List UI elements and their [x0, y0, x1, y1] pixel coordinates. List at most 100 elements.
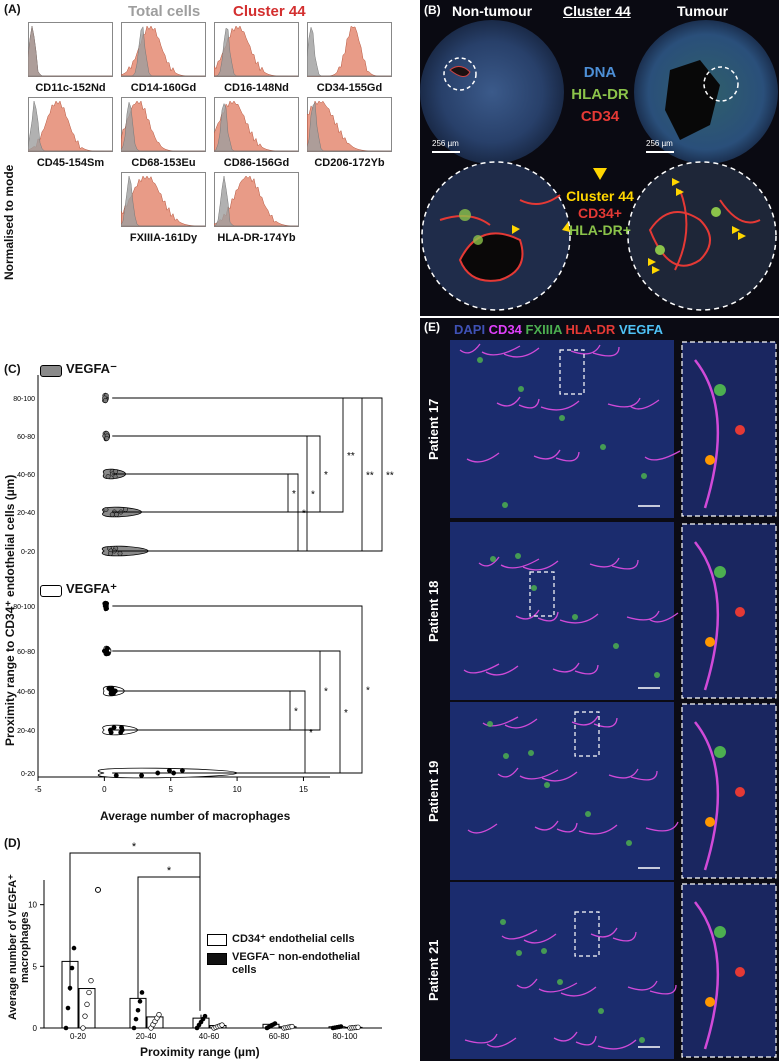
channel-label: DAPI — [454, 322, 489, 337]
y-tick-label: 80-100 — [13, 396, 35, 403]
data-point — [167, 768, 171, 772]
histogram-frame — [29, 23, 113, 77]
fxiiia-cell — [559, 415, 565, 421]
x-tick-label: 40-60 — [199, 1032, 220, 1041]
overview-image — [450, 340, 674, 518]
zoom-inset — [682, 884, 776, 1057]
y-tick-label: 60-80 — [17, 434, 35, 441]
fxiiia-cell — [502, 502, 508, 508]
data-point — [106, 651, 110, 655]
scalebar-left-label: 256 µm — [432, 139, 459, 148]
x-tick-label: 60-80 — [269, 1032, 290, 1041]
data-point — [140, 990, 145, 995]
histogram-cd16-148nd — [214, 22, 299, 80]
histogram-label: HLA-DR-174Yb — [206, 232, 307, 244]
patient-row: Patient 19 — [420, 702, 779, 880]
sig-neg-6-label: * — [311, 490, 315, 501]
data-point — [119, 730, 123, 734]
channel-label: CD34 — [489, 322, 526, 337]
zoom-inset — [682, 342, 776, 516]
inset-cell — [735, 787, 745, 797]
sig-neg-7-label: ** — [386, 471, 394, 482]
patient-image — [420, 522, 779, 700]
y-tick-label: 60-80 — [17, 649, 35, 656]
y-tick-label: 0 — [33, 1024, 38, 1033]
histogram-cd86-156gd — [214, 97, 299, 155]
overview-image — [450, 882, 674, 1059]
fxiiia-cell — [531, 585, 537, 591]
fxiiia-cell — [600, 444, 606, 450]
data-point — [89, 978, 94, 983]
patient-image — [420, 340, 779, 518]
y-tick-label: 0-20 — [21, 549, 35, 556]
data-point — [136, 1008, 141, 1013]
x-tick-label: 15 — [299, 785, 308, 794]
data-point — [103, 398, 107, 402]
channel-legend: DNA HLA-DR CD34 — [565, 62, 635, 128]
histogram-label: FXIIIA-161Dy — [113, 232, 214, 244]
fxiiia-cell — [515, 553, 521, 559]
fxiiia-cell — [654, 672, 660, 678]
patient-row: Patient 21 — [420, 882, 779, 1059]
x-tick-label: 0-20 — [70, 1032, 87, 1041]
x-tick-label: 20-40 — [136, 1032, 157, 1041]
data-point — [104, 507, 108, 511]
patient-label: Patient 21 — [426, 882, 441, 1059]
inset-cell — [714, 926, 726, 938]
sig-neg-4-label: ** — [347, 451, 355, 462]
data-point — [81, 1026, 86, 1031]
patient-label: Patient 19 — [426, 702, 441, 880]
sig-pos-4-label: * — [344, 708, 348, 719]
fxiiia-cell — [557, 979, 563, 985]
histogram-plot — [214, 172, 299, 230]
inset-cell — [735, 967, 745, 977]
y-tick-label: 20-40 — [17, 510, 35, 517]
panel-e: (E) DAPI CD34 FXIIIA HLA-DR VEGFA Patien… — [420, 318, 779, 1061]
histogram-label: CD16-148Nd — [206, 82, 307, 94]
data-point — [105, 436, 109, 440]
sig-neg-5-label: ** — [366, 471, 374, 482]
data-point — [114, 773, 118, 777]
bar-vegfa-neg — [79, 989, 95, 1028]
data-point — [108, 551, 112, 555]
histogram-cd34-155gd — [307, 22, 392, 80]
data-point — [339, 1024, 344, 1029]
inset-cell — [714, 566, 726, 578]
data-point — [64, 1026, 69, 1031]
fxiiia-cell — [613, 643, 619, 649]
sig-pos-3 — [112, 651, 320, 730]
y-tick-label: 40-60 — [17, 689, 35, 696]
sig-pos-2 — [112, 691, 305, 773]
data-point — [102, 649, 106, 653]
fxiiia-cell — [585, 811, 591, 817]
patient-row: Patient 17 — [420, 340, 779, 518]
data-point — [114, 512, 118, 516]
y-tick-label: 5 — [33, 962, 38, 971]
histogram-label: CD68-153Eu — [113, 157, 214, 169]
legend-total-cells: Total cells — [128, 3, 200, 20]
data-point — [134, 1017, 139, 1022]
patient-image — [420, 882, 779, 1059]
data-point — [110, 512, 114, 516]
fxiiia-cell — [544, 782, 550, 788]
cluster-legend-item: CD34+ — [559, 205, 641, 222]
histogram-label: CD34-155Gd — [299, 82, 400, 94]
panel-e-label: (E) — [424, 320, 440, 334]
patient-row: Patient 18 — [420, 522, 779, 700]
sig-neg-7 — [112, 398, 382, 551]
legend-white-swatch — [207, 934, 227, 946]
cluster-legend-item: Cluster 44 — [559, 188, 641, 205]
inset-cell — [735, 607, 745, 617]
data-point — [273, 1021, 278, 1026]
y-tick-label: 10 — [28, 901, 37, 910]
channel-legend-item: DNA — [565, 62, 635, 84]
zoom-inset — [682, 704, 776, 878]
y-tick-label: 40-60 — [17, 472, 35, 479]
overview-image — [450, 522, 674, 700]
histogram-cd68-153eu — [121, 97, 206, 155]
x-tick-label: -5 — [34, 785, 42, 794]
sig-pos-3-label: * — [324, 687, 328, 698]
histogram-plot — [121, 172, 206, 230]
panel-b-imagery — [420, 0, 779, 316]
sig-pos-5-label: * — [366, 686, 370, 697]
